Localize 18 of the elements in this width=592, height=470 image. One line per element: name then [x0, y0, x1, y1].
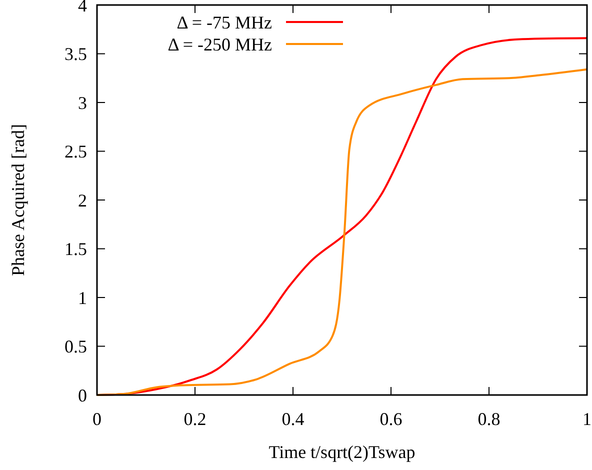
y-tick-label: 3 — [78, 92, 87, 113]
y-tick-label: 3.5 — [64, 44, 87, 64]
y-tick-label: 1 — [78, 288, 87, 308]
x-tick-label: 0 — [92, 409, 102, 429]
x-tick-label: 0.6 — [380, 409, 402, 429]
legend-label: Δ = -75 MHz — [176, 12, 272, 32]
y-tick-label: 2 — [78, 190, 87, 210]
y-tick-label: 1.5 — [64, 239, 87, 260]
y-tick-label: 0.5 — [64, 336, 87, 357]
y-axis-title: Phase Acquired [rad] — [8, 124, 28, 276]
x-tick-label: 0.2 — [184, 409, 206, 429]
legend-label: Δ = -250 MHz — [168, 34, 272, 54]
x-tick-label: 0.4 — [282, 409, 304, 429]
y-tick-label: 0 — [78, 385, 87, 406]
x-tick-label: 1 — [582, 409, 592, 429]
x-axis-title: Time t/sqrt(2)Tswap — [268, 442, 416, 462]
x-tick-label: 0.8 — [478, 409, 500, 429]
y-tick-label: 2.5 — [64, 142, 87, 162]
